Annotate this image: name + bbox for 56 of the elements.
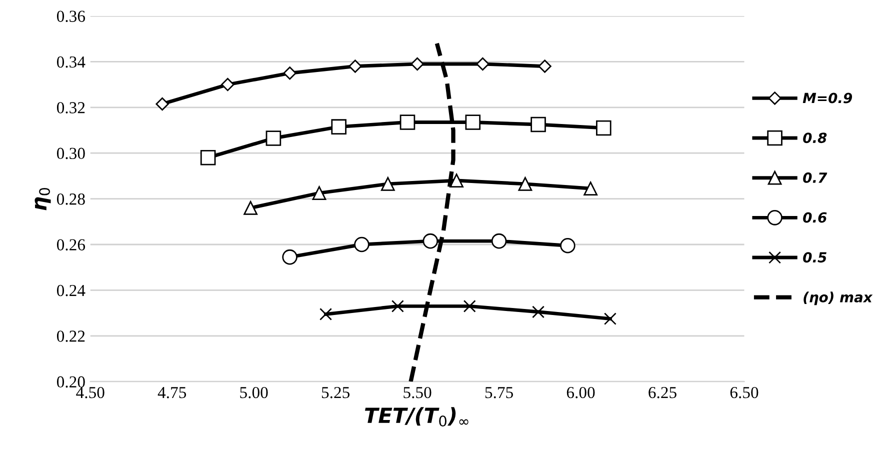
point [596, 120, 612, 136]
x-tick-label: 4.75 [158, 387, 186, 398]
y-tick-label: 0.28 [56, 193, 85, 205]
y-tick-label: 0.26 [56, 239, 86, 251]
point [320, 308, 332, 320]
point [266, 130, 282, 146]
point [463, 300, 476, 312]
y-axis-title: η$_{0}$ [34, 188, 51, 210]
legend-label: (ηo) max [804, 292, 873, 306]
x-tick-label: 6.50 [730, 386, 758, 398]
legend-label: 0.8 [803, 132, 827, 144]
point [221, 78, 234, 92]
point [410, 57, 424, 71]
x-tick-label: 6.00 [566, 386, 595, 398]
point [422, 233, 438, 249]
y-tick-label: 0.32 [56, 102, 85, 114]
x-tick-label: 4.50 [76, 386, 104, 398]
point [312, 186, 326, 200]
point [391, 300, 404, 312]
y-tick-label: 0.34 [56, 56, 86, 68]
point [530, 116, 546, 132]
x-axis-title: TET/(T$_{0}$)$_{∞}$ [364, 407, 468, 427]
y-tick-label: 0.20 [56, 376, 85, 388]
y-tick-label: 0.30 [56, 148, 85, 160]
x-tick-label: 6.25 [648, 386, 676, 398]
point [584, 182, 598, 196]
y-tick-label: 0.22 [56, 330, 85, 342]
x-tick-label: 5.00 [240, 386, 268, 398]
legend-label: 0.6 [803, 212, 827, 223]
point [331, 119, 346, 134]
point [354, 236, 370, 252]
point [156, 97, 169, 111]
point [400, 114, 416, 130]
point [450, 174, 464, 188]
point [465, 114, 481, 130]
x-tick-label: 5.50 [404, 386, 432, 398]
point [538, 60, 552, 73]
x-tick-label: 5.75 [485, 387, 513, 398]
legend-label: M=0.9 [802, 92, 852, 104]
point [348, 60, 362, 73]
y-tick-label: 0.36 [56, 10, 86, 22]
point [532, 306, 545, 318]
point [283, 66, 296, 80]
legend-label: 0.5 [803, 252, 826, 263]
point [491, 233, 507, 249]
legend-label: 0.7 [803, 172, 828, 183]
point [560, 238, 576, 254]
y-tick-label: 0.24 [56, 284, 86, 296]
point [244, 200, 258, 215]
point [282, 249, 298, 265]
point [200, 150, 216, 166]
point [476, 57, 490, 71]
point [380, 177, 395, 191]
x-tick-label: 5.25 [322, 386, 350, 398]
point [604, 312, 616, 326]
point [518, 177, 532, 191]
